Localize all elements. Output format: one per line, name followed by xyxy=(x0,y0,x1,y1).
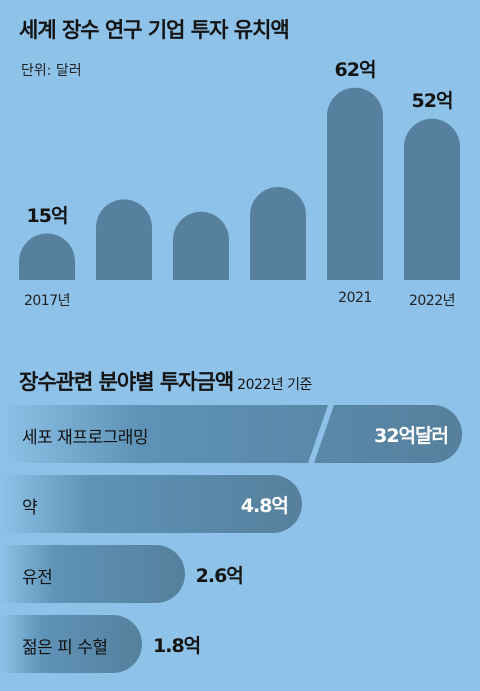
hbar-2 xyxy=(0,545,185,603)
hbar-3 xyxy=(0,615,142,673)
bottom-chart-title-text: 장수관련 분야별 투자금액 xyxy=(19,370,234,394)
bar-2021 xyxy=(327,87,383,280)
bar-value-label: 15억 xyxy=(26,204,69,227)
hbar-0 xyxy=(0,405,462,463)
unit-label: 단위: 달러 xyxy=(21,63,82,79)
bottom-chart-subtitle: 2022년 기준 xyxy=(237,377,312,393)
hbar-category-label: 약 xyxy=(22,498,38,518)
bar-2019 xyxy=(173,211,229,280)
bar-2022년 xyxy=(404,118,460,280)
hbar-category-label: 세포 재프로그래밍 xyxy=(22,428,149,448)
hbar-category-label: 유전 xyxy=(22,568,53,588)
hbar-value-label: 32억달러 xyxy=(374,425,449,447)
x-tick-label: 2017년 xyxy=(23,293,71,309)
hbar-1 xyxy=(0,475,302,533)
x-tick-label: 2022년 xyxy=(408,293,456,309)
bottom-chart-title: 장수관련 분야별 투자금액 2022년 기준 xyxy=(19,366,312,396)
bar-2018 xyxy=(96,199,152,280)
axis-break-gap xyxy=(308,405,334,463)
bar-value-label: 52억 xyxy=(411,89,454,112)
hbar-category-label: 젊은 피 수혈 xyxy=(22,638,108,658)
bar-2017년 xyxy=(19,233,75,280)
top-bar-chart xyxy=(19,87,460,280)
hbar-value-label: 1.8억 xyxy=(153,635,201,657)
bar-2020 xyxy=(250,187,306,280)
top-chart-title: 세계 장수 연구 기업 투자 유치액 xyxy=(19,18,290,42)
hbar-value-label: 4.8억 xyxy=(240,495,289,517)
x-tick-label: 2021 xyxy=(338,290,372,306)
bar-value-label: 62억 xyxy=(334,58,377,81)
hbar-value-label: 2.6억 xyxy=(195,565,244,587)
